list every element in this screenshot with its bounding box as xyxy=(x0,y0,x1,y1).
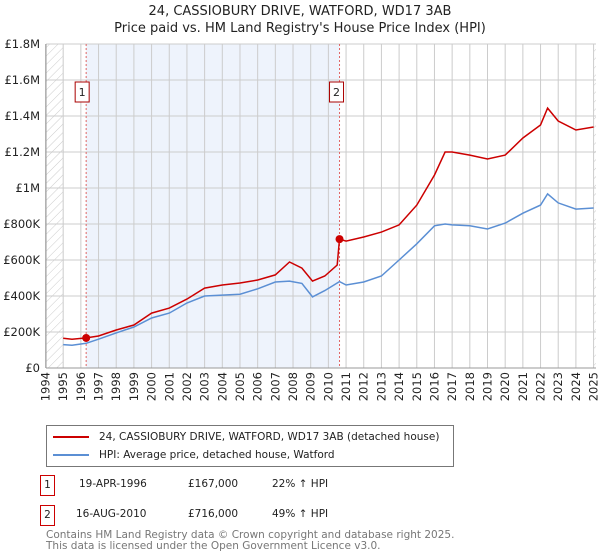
sale-annotation-label: 2 xyxy=(333,86,340,99)
footer: Contains HM Land Registry data © Crown c… xyxy=(46,530,454,552)
chart-subtitle: Price paid vs. HM Land Registry's House … xyxy=(114,21,486,36)
x-tick-label: 2001 xyxy=(162,372,176,401)
plot-area: £0 £200K £400K £600K £800K £1M £1.2M £1.4M £1.6M… xyxy=(3,37,600,401)
footer-license: This data is licensed under the Open Gov… xyxy=(46,540,381,552)
x-tick-label: 2015 xyxy=(410,372,424,401)
x-tick-label: 2012 xyxy=(357,372,371,401)
sale-annotation-box xyxy=(74,81,90,103)
x-tick-label: 2022 xyxy=(534,372,548,401)
legend-swatch-blue xyxy=(53,454,89,456)
x-tick-label: 2020 xyxy=(498,372,512,401)
x-tick-label: 2023 xyxy=(551,372,565,401)
x-tick-label: 2005 xyxy=(233,372,247,401)
x-tick-label: 1994 xyxy=(39,372,53,401)
sale-date: 19-APR-1996 xyxy=(79,478,147,490)
y-tick-label: £1M xyxy=(15,181,40,195)
x-tick-label: 2004 xyxy=(215,372,229,401)
sale-hpi-diff: 49% ↑ HPI xyxy=(272,508,329,520)
y-tick-label: £1.4M xyxy=(4,109,40,123)
property-series-line xyxy=(63,106,594,340)
x-tick-label: 2008 xyxy=(286,372,300,401)
sale-price: £716,000 xyxy=(188,508,239,520)
footer-copyright: Contains HM Land Registry data © Crown c… xyxy=(46,529,455,541)
x-tick-label: 1995 xyxy=(56,372,70,401)
x-tick-label: 2003 xyxy=(198,372,212,401)
sale-price: £167,000 xyxy=(188,478,239,490)
x-tick-label: 2024 xyxy=(569,372,583,401)
sale-point xyxy=(335,235,344,244)
legend: 24, CASSIOBURY DRIVE, WATFORD, WD17 3AB … xyxy=(46,425,454,467)
x-tick-label: 2018 xyxy=(463,372,477,401)
x-tick-label: 2016 xyxy=(427,372,441,401)
x-tick-label: 1998 xyxy=(109,372,123,401)
x-tick-label: 2013 xyxy=(374,372,388,401)
x-tick-label: 2010 xyxy=(321,372,335,401)
sale-annotation-box xyxy=(329,81,345,103)
chart-title: 24, CASSIOBURY DRIVE, WATFORD, WD17 3AB xyxy=(148,4,452,19)
x-tick-label: 2000 xyxy=(145,372,159,401)
sale-annotation-label: 1 xyxy=(79,86,86,99)
sale-row: 1 19-APR-1996 £167,000 22% ↑ HPI xyxy=(40,475,440,496)
sale-hpi-diff: 22% ↑ HPI xyxy=(272,478,329,490)
y-tick-label: £200K xyxy=(3,325,40,339)
sale-row: 2 16-AUG-2010 £716,000 49% ↑ HPI xyxy=(40,505,440,526)
sale-number-badge: 2 xyxy=(40,505,55,526)
x-tick-label: 2011 xyxy=(339,372,353,401)
x-tick-label: 2006 xyxy=(251,372,265,401)
x-tick-label: 2002 xyxy=(180,372,194,401)
y-tick-label: £0 xyxy=(25,361,40,375)
legend-label: HPI: Average price, detached house, Watf… xyxy=(99,449,335,461)
legend-label: 24, CASSIOBURY DRIVE, WATFORD, WD17 3AB … xyxy=(99,431,440,443)
y-tick-label: £1.8M xyxy=(4,37,40,51)
x-tick-label: 2007 xyxy=(268,372,282,401)
y-tick-label: £800K xyxy=(3,217,40,231)
y-tick-label: £400K xyxy=(3,289,40,303)
x-tick-label: 2021 xyxy=(516,372,530,401)
legend-item-property: 24, CASSIOBURY DRIVE, WATFORD, WD17 3AB … xyxy=(53,429,439,445)
post-data-hatch xyxy=(593,44,596,368)
legend-item-hpi: HPI: Average price, detached house, Watf… xyxy=(53,447,335,463)
y-tick-label: £1.2M xyxy=(4,145,40,159)
y-tick-label: £1.6M xyxy=(4,73,40,87)
x-tick-label: 2009 xyxy=(304,372,318,401)
x-tick-label: 1997 xyxy=(92,372,106,401)
ownership-shading xyxy=(86,44,340,368)
x-tick-label: 2017 xyxy=(445,372,459,401)
sale-date: 16-AUG-2010 xyxy=(76,508,147,520)
x-tick-label: 2025 xyxy=(587,372,600,401)
pre-data-hatch xyxy=(46,44,64,368)
x-tick-label: 1996 xyxy=(74,372,88,401)
sale-point xyxy=(82,333,91,342)
x-tick-label: 2019 xyxy=(481,372,495,401)
x-tick-label: 2014 xyxy=(392,372,406,401)
x-tick-label: 1999 xyxy=(127,372,141,401)
legend-swatch-red xyxy=(53,436,89,438)
hpi-series-line xyxy=(63,192,594,347)
y-tick-label: £600K xyxy=(3,253,40,267)
sale-number-badge: 1 xyxy=(40,475,55,496)
